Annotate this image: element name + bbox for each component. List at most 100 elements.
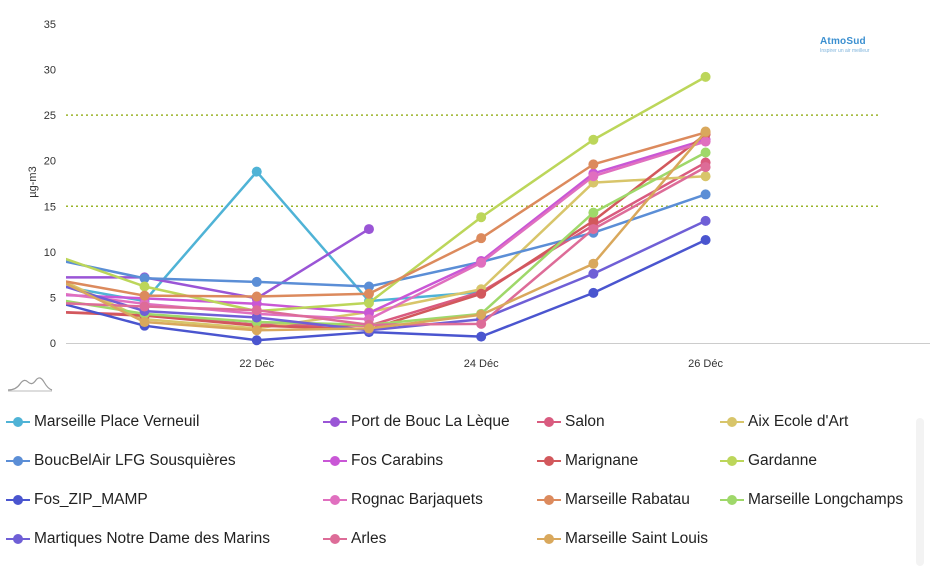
data-point[interactable] bbox=[251, 276, 262, 287]
data-point[interactable] bbox=[588, 224, 599, 235]
data-point[interactable] bbox=[251, 312, 262, 323]
logo-name: AtmoSud bbox=[820, 36, 866, 47]
data-point[interactable] bbox=[476, 212, 487, 223]
legend-item[interactable]: Marseille Longchamps bbox=[720, 489, 903, 511]
data-point[interactable] bbox=[476, 318, 487, 329]
data-point[interactable] bbox=[700, 171, 711, 182]
x-axis: 22 Déc 24 Déc 26 Déc bbox=[239, 358, 723, 370]
legend-item[interactable]: Fos_ZIP_MAMP bbox=[6, 489, 148, 511]
legend-label: Marseille Saint Louis bbox=[565, 530, 709, 547]
data-point[interactable] bbox=[588, 159, 599, 170]
data-point[interactable] bbox=[700, 136, 711, 147]
y-tick-label: 20 bbox=[44, 156, 56, 168]
y-tick-label: 10 bbox=[44, 247, 56, 259]
data-point[interactable] bbox=[251, 291, 262, 302]
data-point[interactable] bbox=[139, 290, 150, 301]
legend-label: Aix Ecole d'Art bbox=[748, 413, 849, 430]
legend-label: BoucBelAir LFG Sousquières bbox=[34, 452, 236, 469]
y-tick-label: 25 bbox=[44, 110, 56, 122]
data-point[interactable] bbox=[476, 288, 487, 299]
legend-label: Marseille Place Verneuil bbox=[34, 413, 200, 430]
data-point[interactable] bbox=[588, 171, 599, 182]
legend-label: Fos Carabins bbox=[351, 452, 444, 469]
data-point[interactable] bbox=[363, 297, 374, 308]
data-point[interactable] bbox=[251, 166, 262, 177]
series-lines bbox=[32, 71, 711, 346]
data-point[interactable] bbox=[588, 207, 599, 218]
legend-label: Gardanne bbox=[748, 452, 817, 469]
x-tick-label: 26 Déc bbox=[688, 358, 723, 370]
y-tick-label: 30 bbox=[44, 65, 56, 77]
data-point[interactable] bbox=[588, 258, 599, 269]
series-gardanne[interactable] bbox=[32, 71, 711, 317]
legend-symbol-icon bbox=[537, 532, 561, 546]
legend-item[interactable]: BoucBelAir LFG Sousquières bbox=[6, 450, 236, 472]
data-point[interactable] bbox=[700, 162, 711, 173]
threshold-lines bbox=[66, 114, 880, 208]
data-point[interactable] bbox=[588, 268, 599, 279]
series-line bbox=[66, 131, 706, 298]
legend-item[interactable]: Marignane bbox=[537, 450, 638, 472]
legend-item[interactable]: Marseille Saint Louis bbox=[537, 528, 708, 550]
legend-item[interactable]: Marseille Rabatau bbox=[537, 489, 690, 511]
series-marseille-saint-louis[interactable] bbox=[32, 126, 711, 336]
data-point[interactable] bbox=[700, 235, 711, 246]
data-point[interactable] bbox=[476, 309, 487, 320]
data-point[interactable] bbox=[363, 288, 374, 299]
data-point[interactable] bbox=[476, 233, 487, 244]
data-point[interactable] bbox=[700, 71, 711, 82]
legend-symbol-icon bbox=[323, 493, 347, 507]
legend-symbol-icon bbox=[537, 493, 561, 507]
legend-symbol-icon bbox=[6, 532, 30, 546]
y-tick-label: 5 bbox=[50, 292, 56, 304]
legend-symbol-icon bbox=[537, 415, 561, 429]
legend-label: Arles bbox=[351, 530, 387, 547]
data-point[interactable] bbox=[139, 317, 150, 328]
data-point[interactable] bbox=[588, 215, 599, 226]
legend-symbol-icon bbox=[720, 454, 744, 468]
legend-symbol-icon bbox=[720, 493, 744, 507]
legend-label: Martiques Notre Dame des Marins bbox=[34, 530, 271, 547]
legend-symbol-icon bbox=[323, 532, 347, 546]
legend-item[interactable]: Gardanne bbox=[720, 450, 817, 472]
series-marseille-rabatau[interactable] bbox=[32, 127, 711, 302]
data-point[interactable] bbox=[363, 323, 374, 334]
data-point[interactable] bbox=[251, 325, 262, 336]
legend-item[interactable]: Arles bbox=[323, 528, 386, 550]
legend-symbol-icon bbox=[6, 415, 30, 429]
legend-label: Fos_ZIP_MAMP bbox=[34, 491, 148, 508]
data-point[interactable] bbox=[363, 224, 374, 235]
legend-item[interactable]: Martiques Notre Dame des Marins bbox=[6, 528, 270, 550]
data-point[interactable] bbox=[476, 331, 487, 342]
legend-item[interactable]: Salon bbox=[537, 411, 605, 433]
data-point[interactable] bbox=[139, 273, 150, 284]
series-line bbox=[66, 228, 370, 300]
data-point[interactable] bbox=[251, 335, 262, 346]
legend-scrollbar[interactable] bbox=[916, 418, 924, 566]
legend-symbol-icon bbox=[720, 415, 744, 429]
data-point[interactable] bbox=[700, 215, 711, 226]
legend-item[interactable]: Port de Bouc La Lèque bbox=[323, 411, 510, 433]
data-point[interactable] bbox=[700, 189, 711, 200]
data-point[interactable] bbox=[476, 257, 487, 268]
navigator-chart-icon[interactable] bbox=[6, 372, 54, 394]
legend-label: Salon bbox=[565, 413, 605, 430]
data-point[interactable] bbox=[700, 147, 711, 158]
legend-item[interactable]: Aix Ecole d'Art bbox=[720, 411, 848, 433]
legend-item[interactable]: Fos Carabins bbox=[323, 450, 443, 472]
data-point[interactable] bbox=[251, 305, 262, 316]
data-point[interactable] bbox=[588, 287, 599, 298]
data-point[interactable] bbox=[139, 301, 150, 312]
y-axis: 0 5 10 15 20 25 30 35 bbox=[44, 19, 930, 350]
legend-label: Marseille Longchamps bbox=[748, 491, 904, 508]
legend-item[interactable]: Rognac Barjaquets bbox=[323, 489, 483, 511]
legend-symbol-icon bbox=[6, 493, 30, 507]
legend: Marseille Place Verneuil Port de Bouc La … bbox=[0, 405, 930, 565]
data-point[interactable] bbox=[588, 134, 599, 145]
data-point[interactable] bbox=[139, 281, 150, 292]
legend-item[interactable]: Marseille Place Verneuil bbox=[6, 411, 199, 433]
y-axis-label: µg-m3 bbox=[27, 166, 39, 197]
legend-symbol-icon bbox=[537, 454, 561, 468]
data-point[interactable] bbox=[363, 281, 374, 292]
data-point[interactable] bbox=[700, 126, 711, 137]
